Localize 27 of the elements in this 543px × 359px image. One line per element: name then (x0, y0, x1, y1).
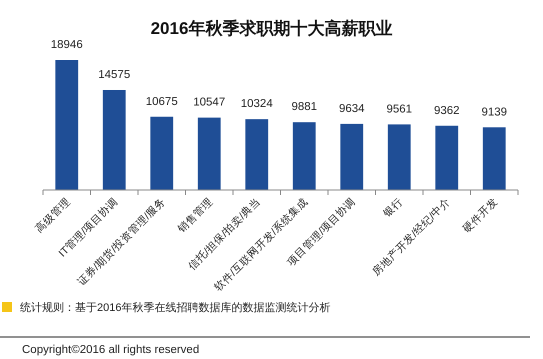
bar (150, 116, 174, 190)
x-tick-label: 硬件开发 (460, 196, 500, 236)
data-label: 9561 (386, 103, 412, 116)
data-label: 10324 (240, 98, 274, 110)
bar (292, 122, 316, 190)
bar (245, 119, 268, 190)
bar (388, 124, 411, 190)
data-label: 10675 (146, 96, 178, 108)
bar (198, 118, 221, 190)
data-label: 14575 (98, 68, 130, 81)
data-label: 9634 (338, 102, 366, 115)
bar (482, 127, 506, 190)
chart-title: 2016年秋季求职期十大高薪职业 (150, 19, 392, 38)
data-label: 10547 (193, 96, 226, 109)
bar (340, 124, 364, 190)
data-label: 9362 (434, 104, 460, 117)
text: 统计规则：基于2016年秋季在线招聘数据库的数据监测统计分析 (20, 301, 330, 314)
x-tick-label: 销售管理 (175, 196, 216, 236)
x-tick-label: 银行 (380, 196, 406, 220)
bar (55, 60, 78, 190)
data-label: 9139 (481, 106, 508, 118)
data-label: 18946 (50, 39, 83, 51)
bar (102, 90, 126, 190)
data-label: 9881 (291, 101, 318, 114)
bar (435, 126, 458, 190)
text: Copyright©2016 all rights reserved (22, 344, 200, 356)
x-tick-label: 高级管理 (32, 194, 73, 236)
